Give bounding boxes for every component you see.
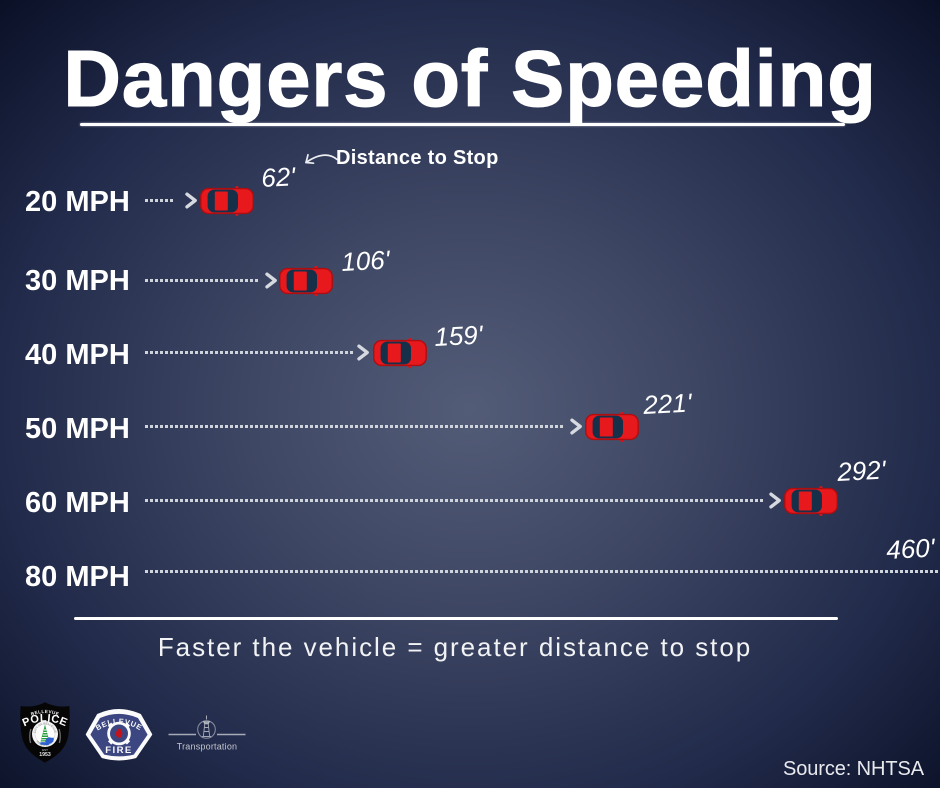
svg-text:1953: 1953	[39, 752, 51, 758]
svg-text:POLICE: POLICE	[21, 712, 70, 729]
svg-text:BELLEVUE: BELLEVUE	[30, 709, 60, 717]
svg-text:EST: EST	[42, 748, 48, 752]
svg-text:FIRE: FIRE	[105, 745, 132, 756]
svg-text:Transportation: Transportation	[177, 741, 238, 751]
